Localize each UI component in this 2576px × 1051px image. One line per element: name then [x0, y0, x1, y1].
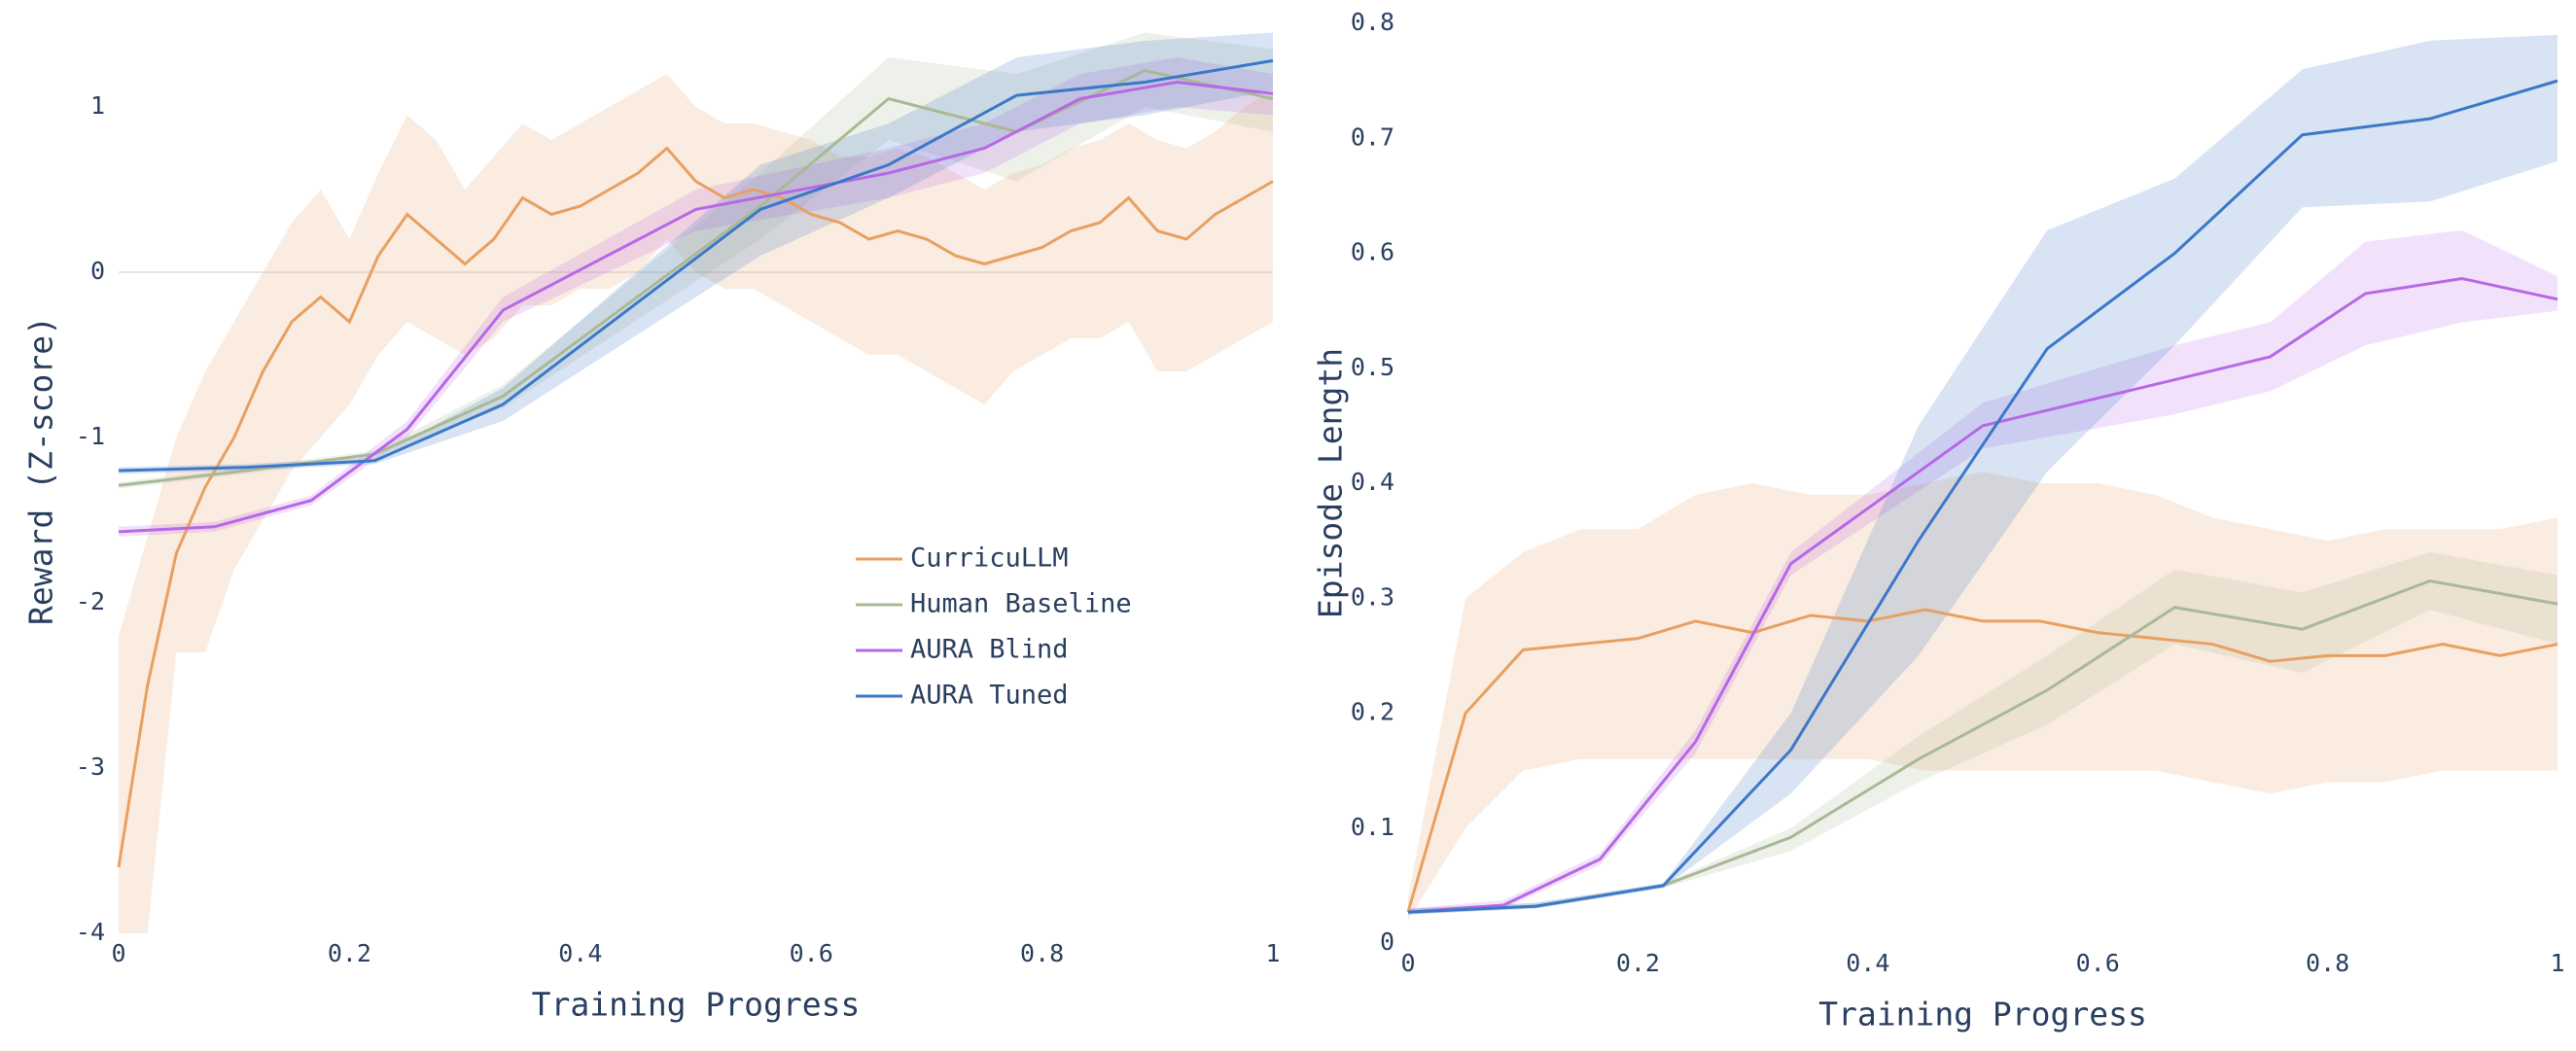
y-tick-label: -2 — [76, 587, 105, 615]
series-line — [1407, 276, 2558, 914]
legend-label: CurricuLLM — [910, 543, 1069, 574]
error-band — [119, 74, 1273, 933]
y-tick-label: -1 — [76, 422, 105, 450]
y-tick-label: 0.2 — [1351, 698, 1394, 726]
x-tick-label: 0.4 — [558, 939, 602, 967]
y-axis-title: Reward (Z-score) — [22, 316, 60, 625]
x-tick-label: 1 — [2550, 949, 2564, 977]
y-tick-label: 0.7 — [1351, 123, 1394, 151]
x-axis-title: Training Progress — [1818, 996, 2147, 1033]
legend-label: Human Baseline — [910, 589, 1132, 619]
error-band — [1408, 472, 2558, 921]
error-band — [119, 57, 1273, 537]
x-tick-label: 0.2 — [328, 939, 371, 967]
x-tick-label: 0.2 — [1616, 949, 1660, 977]
y-tick-label: 0.3 — [1351, 582, 1394, 611]
x-tick-label: 0 — [111, 939, 125, 967]
y-tick-label: 0.1 — [1351, 813, 1394, 841]
error-band — [1408, 551, 2558, 915]
x-tick-label: 0.8 — [2306, 949, 2349, 977]
y-tick-label: -3 — [76, 753, 105, 781]
x-tick-label: 0 — [1400, 949, 1415, 977]
y-tick-label: 0.5 — [1351, 353, 1394, 381]
legend-label: AURA Blind — [910, 635, 1069, 665]
x-axis-title: Training Progress — [532, 986, 861, 1024]
y-tick-label: 0.4 — [1351, 468, 1394, 496]
x-tick-label: 0.6 — [790, 939, 833, 967]
x-tick-label: 0.4 — [1846, 949, 1889, 977]
y-tick-label: 0 — [1380, 928, 1394, 956]
series-line — [118, 80, 1274, 534]
y-tick-label: 1 — [90, 91, 105, 120]
legend-label: AURA Tuned — [910, 681, 1069, 711]
y-tick-label: -4 — [76, 918, 105, 946]
y-tick-label: 0 — [90, 257, 105, 285]
y-axis-title: Episode Length — [1312, 348, 1350, 618]
x-tick-label: 0.8 — [1020, 939, 1064, 967]
y-tick-label: 0.8 — [1351, 8, 1394, 36]
y-tick-label: 0.6 — [1351, 238, 1394, 266]
error-band — [119, 32, 1273, 489]
error-band — [1408, 34, 2558, 915]
series-line — [118, 58, 1274, 473]
series-line — [1407, 79, 2558, 914]
x-tick-label: 0.6 — [2076, 949, 2120, 977]
series-line — [1406, 608, 2558, 913]
x-tick-label: 1 — [1265, 939, 1280, 967]
series-line — [117, 146, 1274, 868]
